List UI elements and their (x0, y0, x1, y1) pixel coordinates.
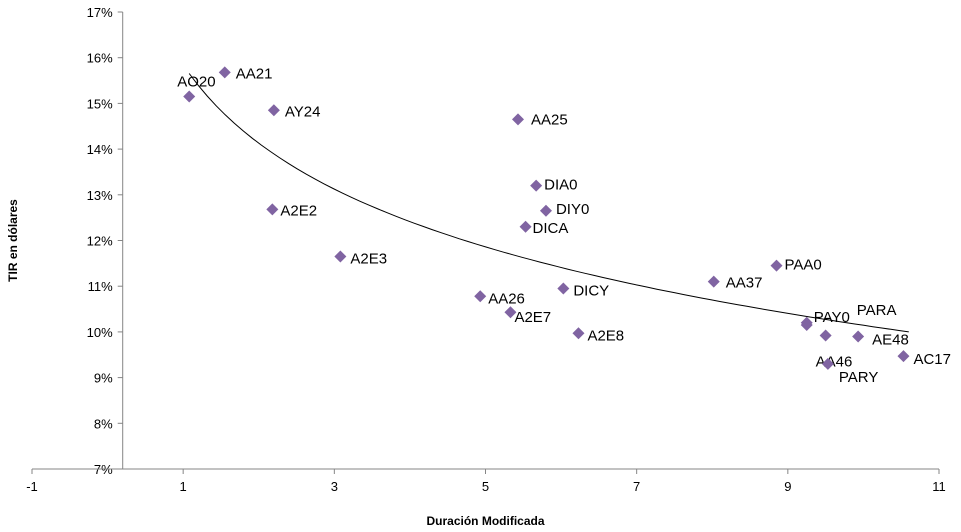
data-point-marker (183, 90, 196, 103)
data-point-label: AC17 (913, 351, 951, 368)
data-point-marker (819, 329, 832, 342)
data-point-label: AE48 (872, 331, 909, 348)
data-point-label: A2E7 (514, 309, 551, 326)
data-point-label: AA21 (236, 65, 273, 82)
y-tick-label: 15% (87, 96, 113, 111)
data-point-marker (707, 275, 720, 288)
data-point-marker (334, 250, 347, 263)
data-point-label: A2E8 (587, 327, 624, 344)
data-point-label: PAA0 (784, 257, 821, 274)
data-point-marker (539, 204, 552, 217)
data-point-marker (800, 319, 813, 332)
x-tick-label: 11 (932, 479, 946, 494)
data-point-label: AY24 (285, 103, 321, 120)
y-tick-label: 12% (87, 234, 113, 249)
y-tick-label: 8% (94, 416, 113, 431)
x-tick-label: 7 (633, 479, 640, 494)
data-point-marker (519, 220, 532, 233)
data-point-label: AA26 (488, 290, 525, 307)
y-tick-label: 14% (87, 142, 113, 157)
data-point-label: AO20 (177, 74, 215, 91)
x-tick-label: 9 (784, 479, 791, 494)
data-point-marker (512, 113, 525, 126)
y-tick-label: 16% (87, 51, 113, 66)
data-point-marker (267, 104, 280, 117)
x-tick-label: 3 (331, 479, 338, 494)
data-point-marker (557, 282, 570, 295)
data-point-label: AA25 (531, 111, 568, 128)
data-point-label: PAY0 (814, 309, 850, 326)
x-tick-label: 1 (180, 479, 187, 494)
data-point-marker (218, 66, 231, 79)
data-point-label: DICY (573, 282, 609, 299)
data-point-label: DIY0 (556, 201, 589, 218)
data-point-label: A2E3 (350, 250, 387, 267)
x-axis-ticks: -1 1 3 5 7 9 11 (26, 469, 946, 494)
data-point-marker (266, 203, 279, 216)
data-point-marker (821, 357, 834, 370)
y-tick-label: 10% (87, 325, 113, 340)
data-point-marker (852, 330, 865, 343)
data-point-marker (770, 259, 783, 272)
data-point-label: PARA (857, 302, 897, 319)
data-points: AO20 AA21 AY24 A2E2 A2E3 AA25 DIA0 DIY0 DICA AA26… (177, 65, 951, 386)
trendline (188, 73, 909, 333)
data-point-marker (897, 350, 910, 363)
data-point-marker (530, 179, 543, 192)
data-point-marker (572, 327, 585, 340)
data-point-label: PARY (839, 369, 878, 386)
data-point-marker (474, 290, 487, 303)
y-tick-label: 13% (87, 188, 113, 203)
y-tick-label: 11% (88, 279, 113, 294)
x-axis-title: Duración Modificada (426, 514, 544, 528)
y-tick-label: 17% (87, 5, 113, 20)
y-tick-label: 9% (94, 371, 113, 386)
y-axis-ticks: 7%8%9%10%11%12%13%14%15%16%17% (87, 5, 123, 477)
y-axis-title: TIR en dólares (6, 199, 20, 282)
x-tick-label: -1 (26, 479, 38, 494)
data-point-label: A2E2 (280, 202, 317, 219)
data-point-label: DIA0 (544, 177, 577, 194)
data-point-label: AA37 (726, 275, 763, 292)
data-point-marker (504, 306, 517, 319)
x-tick-label: 5 (482, 479, 489, 494)
data-point-label: DICA (533, 220, 569, 237)
